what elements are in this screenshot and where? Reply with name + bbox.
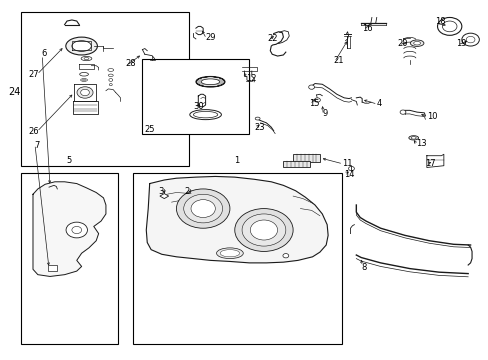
Text: 30: 30 [193, 102, 203, 111]
Text: 29: 29 [205, 33, 216, 42]
Bar [21, 173, 118, 344]
Ellipse shape [80, 72, 88, 76]
Bar [142, 59, 249, 134]
Circle shape [176, 189, 229, 228]
Ellipse shape [81, 89, 89, 96]
Polygon shape [146, 176, 327, 263]
Circle shape [183, 194, 222, 223]
Text: 7: 7 [34, 141, 39, 150]
Text: 20: 20 [397, 39, 407, 48]
Bar [47, 265, 57, 271]
Bar [132, 173, 341, 344]
Text: 16: 16 [362, 24, 372, 33]
Text: 22: 22 [267, 35, 277, 44]
Ellipse shape [255, 117, 260, 120]
Text: 24: 24 [9, 87, 21, 98]
Ellipse shape [108, 68, 114, 71]
Ellipse shape [193, 111, 217, 118]
Text: 4: 4 [376, 99, 381, 108]
Text: 12: 12 [245, 74, 256, 83]
Circle shape [250, 220, 277, 240]
Text: 25: 25 [144, 126, 155, 135]
Ellipse shape [408, 136, 418, 140]
Ellipse shape [81, 57, 92, 61]
Ellipse shape [201, 79, 219, 85]
Ellipse shape [72, 41, 91, 51]
Text: 19: 19 [456, 39, 466, 48]
Polygon shape [160, 194, 168, 199]
Text: 26: 26 [28, 127, 39, 136]
Ellipse shape [189, 110, 221, 120]
Circle shape [308, 85, 314, 89]
Ellipse shape [196, 76, 224, 87]
Text: 6: 6 [41, 49, 46, 58]
Ellipse shape [109, 84, 112, 86]
Circle shape [314, 98, 320, 102]
Ellipse shape [413, 41, 420, 45]
Circle shape [399, 110, 405, 114]
Text: 11: 11 [341, 159, 351, 168]
Text: 13: 13 [415, 139, 426, 148]
Circle shape [442, 21, 456, 32]
Circle shape [465, 36, 474, 43]
Ellipse shape [109, 78, 113, 81]
Text: 9: 9 [322, 109, 327, 118]
Ellipse shape [81, 78, 87, 81]
Text: 2: 2 [184, 187, 189, 196]
Text: 1: 1 [234, 156, 239, 165]
Circle shape [348, 166, 354, 171]
Text: 27: 27 [28, 70, 39, 79]
Circle shape [66, 222, 87, 238]
Circle shape [72, 226, 81, 234]
Polygon shape [33, 182, 106, 276]
Ellipse shape [77, 87, 93, 98]
Circle shape [437, 18, 461, 35]
Text: 8: 8 [361, 263, 366, 272]
Ellipse shape [66, 37, 97, 55]
Circle shape [283, 253, 288, 258]
Text: 15: 15 [308, 99, 319, 108]
Ellipse shape [216, 248, 243, 258]
Bar [283, 161, 309, 167]
Text: 18: 18 [435, 17, 445, 26]
Polygon shape [185, 194, 194, 199]
Ellipse shape [409, 40, 423, 46]
Text: 5: 5 [67, 156, 72, 165]
Text: 3: 3 [158, 187, 163, 196]
Bar [292, 154, 319, 162]
Bar [21, 12, 188, 166]
Text: 21: 21 [333, 56, 343, 65]
Circle shape [191, 200, 215, 217]
Text: 23: 23 [254, 123, 264, 132]
Ellipse shape [82, 79, 85, 81]
Text: 28: 28 [125, 59, 136, 68]
Circle shape [234, 208, 292, 251]
Text: 14: 14 [344, 170, 354, 179]
Text: 17: 17 [425, 159, 435, 168]
Ellipse shape [84, 58, 89, 60]
Ellipse shape [410, 136, 415, 139]
Ellipse shape [108, 74, 113, 77]
Circle shape [242, 214, 285, 246]
Ellipse shape [220, 249, 239, 257]
Text: 10: 10 [426, 112, 436, 121]
Circle shape [461, 33, 478, 46]
